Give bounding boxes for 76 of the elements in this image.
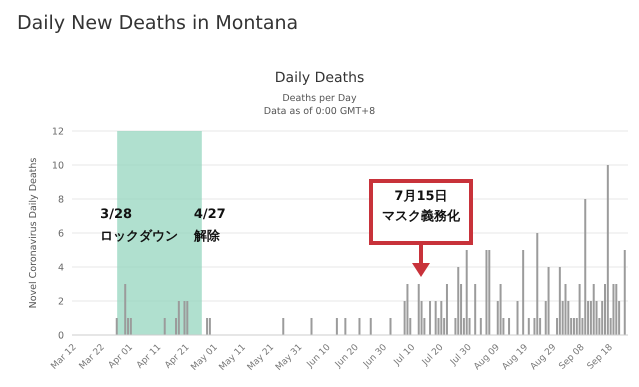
bar [474, 284, 476, 335]
annotation: ロックダウン [100, 229, 178, 244]
bar [466, 250, 468, 335]
bar [548, 267, 550, 335]
bar [282, 318, 284, 335]
bar [178, 301, 180, 335]
y-tick-label: 0 [58, 330, 64, 342]
annotation: マスク義務化 [382, 208, 461, 224]
text: Deaths per Day [281, 93, 358, 104]
bar [480, 318, 482, 335]
bar [584, 199, 586, 335]
bar [528, 318, 530, 335]
bar [558, 267, 561, 335]
bar [124, 284, 126, 335]
x-tick-label: Apr 11 [135, 342, 164, 371]
bar [564, 284, 566, 335]
bar [344, 318, 346, 335]
chart-subtitle: Daily Deaths [274, 70, 366, 86]
annotation: 解除 [192, 229, 221, 244]
bar [164, 318, 166, 335]
bar [578, 284, 581, 335]
bar [336, 318, 338, 335]
bar [358, 318, 360, 335]
bar [370, 318, 372, 335]
y-tick-label: 2 [58, 296, 64, 308]
bar [516, 301, 519, 335]
bar [612, 284, 614, 335]
bar [310, 318, 312, 335]
y-tick-label: 6 [58, 228, 64, 240]
bar [624, 250, 626, 335]
x-tick-label: Jul 20 [420, 342, 446, 368]
bar [440, 301, 442, 335]
bar [536, 233, 538, 335]
bar [488, 250, 490, 335]
bar [406, 284, 408, 335]
bar [446, 284, 448, 335]
bar [457, 267, 460, 335]
x-tick-label: Sep 18 [586, 342, 616, 372]
bar [615, 284, 618, 335]
y-axis-title: Novel Coronavirus Daily Deaths [28, 158, 39, 308]
y-tick-label: 8 [58, 194, 64, 206]
bar [418, 284, 420, 335]
bar [130, 318, 132, 335]
x-tick-label: Jul 10 [392, 342, 418, 368]
bar [572, 318, 575, 335]
chart-title: Daily New Deaths in Montana [17, 12, 298, 34]
annotation: 7月15日 [394, 189, 448, 204]
bar [186, 301, 188, 335]
x-tick-label: Mar 12 [49, 342, 79, 372]
annotation: 3/28 [100, 207, 132, 222]
y-tick-label: 4 [58, 262, 64, 274]
x-tick-label: Jun 20 [333, 342, 362, 370]
x-tick-label: Jun 10 [304, 342, 333, 370]
bar [208, 318, 211, 335]
y-tick-label: 12 [52, 126, 64, 138]
bar [522, 250, 524, 335]
bar [592, 284, 595, 335]
x-tick-label: Jul 30 [448, 342, 474, 368]
bar [508, 318, 510, 335]
bar [116, 318, 118, 335]
bar [500, 284, 502, 335]
bar [183, 301, 186, 335]
bar [206, 318, 208, 335]
text: Data as of 0:00 GMT+8 [262, 106, 376, 117]
bar [434, 301, 437, 335]
y-tick-label: 10 [52, 160, 64, 172]
bar [485, 250, 488, 335]
bar [390, 318, 392, 335]
bar [606, 165, 609, 335]
bar [429, 301, 432, 335]
x-tick-label: Apr 21 [163, 342, 192, 371]
annotation: 4/27 [194, 207, 226, 222]
x-tick-label: Sep 08 [557, 342, 587, 372]
x-tick-label: Apr 01 [106, 342, 136, 371]
x-tick-label: Jun 30 [361, 342, 390, 370]
x-tick-label: Mar 22 [78, 342, 107, 372]
